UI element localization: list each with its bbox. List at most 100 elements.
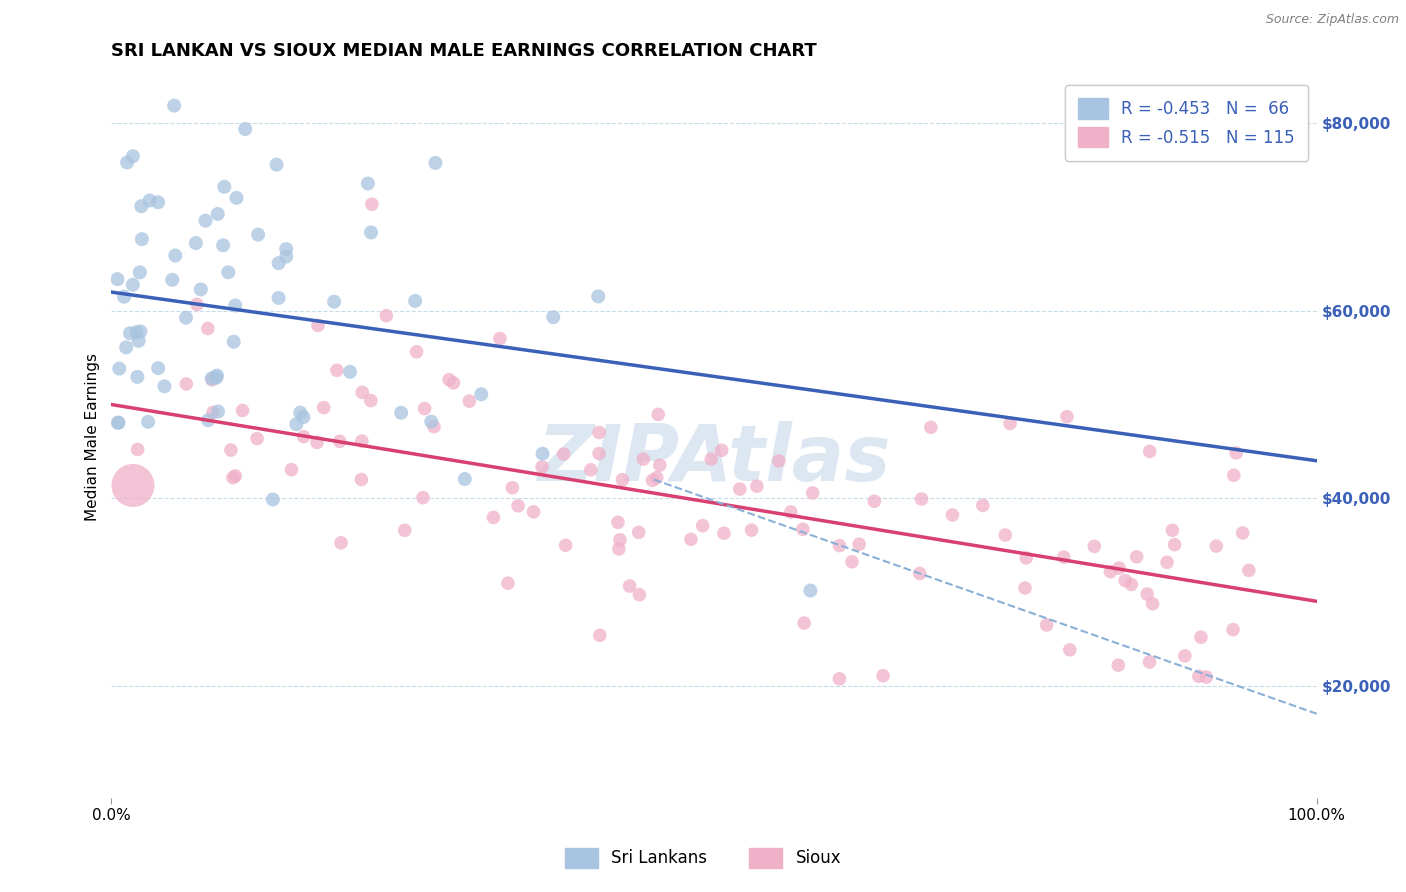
Point bbox=[394, 524, 416, 538]
Point bbox=[482, 510, 505, 524]
Point bbox=[115, 341, 138, 355]
Point bbox=[792, 522, 814, 536]
Point bbox=[375, 309, 398, 323]
Point bbox=[205, 368, 228, 383]
Point bbox=[700, 452, 723, 467]
Point bbox=[121, 149, 143, 163]
Point bbox=[108, 361, 131, 376]
Point bbox=[908, 566, 931, 581]
Point bbox=[267, 256, 290, 270]
Point bbox=[799, 583, 821, 598]
Point bbox=[1053, 550, 1076, 565]
Point bbox=[793, 615, 815, 630]
Point bbox=[579, 463, 602, 477]
Point bbox=[863, 494, 886, 508]
Point bbox=[1225, 446, 1247, 460]
Point bbox=[247, 227, 270, 242]
Point bbox=[312, 401, 335, 415]
Point bbox=[713, 526, 735, 541]
Point bbox=[323, 294, 346, 309]
Point bbox=[628, 588, 651, 602]
Point bbox=[1195, 670, 1218, 684]
Point bbox=[146, 195, 169, 210]
Point bbox=[290, 406, 312, 420]
Point bbox=[425, 156, 447, 170]
Point bbox=[1035, 618, 1057, 632]
Point bbox=[998, 417, 1021, 431]
Point bbox=[458, 394, 481, 409]
Point bbox=[588, 447, 610, 461]
Point bbox=[728, 482, 751, 496]
Point bbox=[920, 420, 942, 434]
Point bbox=[153, 379, 176, 393]
Point bbox=[231, 403, 253, 417]
Point bbox=[360, 393, 382, 408]
Point bbox=[1059, 642, 1081, 657]
Point bbox=[588, 425, 610, 440]
Point bbox=[1114, 574, 1136, 588]
Point bbox=[710, 443, 733, 458]
Point bbox=[186, 297, 208, 311]
Point bbox=[127, 442, 149, 457]
Point bbox=[489, 332, 512, 346]
Point bbox=[267, 291, 290, 305]
Point bbox=[224, 299, 246, 313]
Point bbox=[330, 535, 353, 549]
Point bbox=[633, 452, 655, 467]
Point bbox=[405, 344, 427, 359]
Point bbox=[588, 289, 610, 303]
Point bbox=[107, 416, 129, 430]
Point bbox=[692, 518, 714, 533]
Point bbox=[214, 179, 236, 194]
Point bbox=[872, 669, 894, 683]
Legend: R = -0.453   N =  66, R = -0.515   N = 115: R = -0.453 N = 66, R = -0.515 N = 115 bbox=[1064, 85, 1309, 161]
Point bbox=[212, 238, 235, 252]
Point bbox=[122, 277, 145, 292]
Point bbox=[201, 373, 224, 387]
Point bbox=[107, 416, 129, 430]
Point bbox=[994, 528, 1017, 542]
Point bbox=[1121, 577, 1143, 591]
Point bbox=[138, 194, 160, 208]
Point bbox=[648, 458, 671, 473]
Point bbox=[352, 385, 374, 400]
Point bbox=[217, 265, 239, 279]
Point bbox=[128, 265, 150, 279]
Point bbox=[266, 158, 288, 172]
Point bbox=[609, 533, 631, 547]
Point bbox=[174, 376, 197, 391]
Point bbox=[190, 282, 212, 296]
Point bbox=[1139, 444, 1161, 458]
Point bbox=[1108, 561, 1130, 575]
Point bbox=[207, 404, 229, 418]
Point bbox=[627, 525, 650, 540]
Point bbox=[1205, 539, 1227, 553]
Point bbox=[326, 363, 349, 377]
Point bbox=[607, 516, 630, 530]
Point bbox=[589, 628, 612, 642]
Point bbox=[423, 419, 446, 434]
Point bbox=[541, 310, 564, 325]
Point bbox=[801, 486, 824, 500]
Point bbox=[1056, 409, 1078, 424]
Point bbox=[360, 197, 382, 211]
Point bbox=[841, 555, 863, 569]
Point bbox=[162, 273, 184, 287]
Point bbox=[779, 505, 801, 519]
Point bbox=[129, 325, 152, 339]
Point bbox=[506, 499, 529, 513]
Point bbox=[1189, 630, 1212, 644]
Point bbox=[1163, 538, 1185, 552]
Point bbox=[122, 478, 145, 492]
Point bbox=[1014, 581, 1036, 595]
Point bbox=[470, 387, 492, 401]
Point bbox=[1161, 523, 1184, 537]
Point bbox=[225, 191, 247, 205]
Point bbox=[280, 463, 302, 477]
Point bbox=[647, 408, 669, 422]
Point bbox=[437, 373, 460, 387]
Point bbox=[197, 321, 219, 335]
Point bbox=[531, 447, 554, 461]
Point bbox=[163, 98, 186, 112]
Point bbox=[357, 177, 380, 191]
